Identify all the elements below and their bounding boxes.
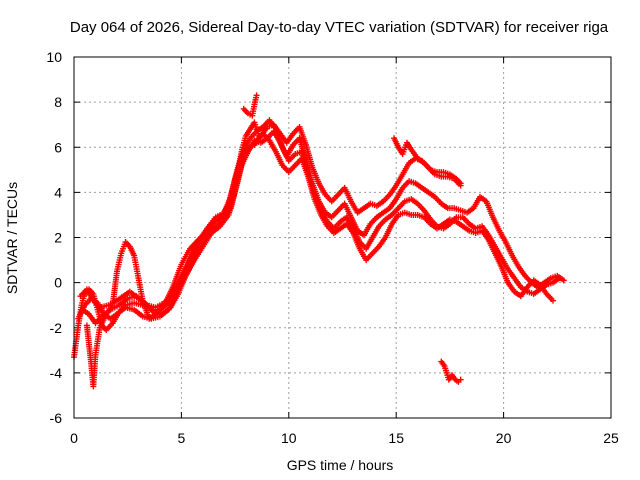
series-track-1 bbox=[71, 121, 464, 361]
x-tick-label: 25 bbox=[603, 430, 619, 446]
data-point bbox=[560, 277, 567, 284]
y-tick-labels: -6 -4 -2 0 2 4 6 8 10 bbox=[46, 49, 62, 426]
data-point bbox=[457, 180, 464, 187]
series-track-2 bbox=[75, 128, 567, 322]
plot-frame bbox=[73, 56, 612, 419]
x-tick-labels: 0 5 10 15 20 25 bbox=[70, 430, 619, 446]
y-tick-label: -4 bbox=[50, 365, 63, 381]
y-tick-label: 0 bbox=[54, 275, 62, 291]
data-point bbox=[457, 376, 464, 383]
data-marks bbox=[71, 92, 567, 390]
y-axis-label: SDTVAR / TECUs bbox=[4, 182, 20, 294]
x-axis-label: GPS time / hours bbox=[287, 457, 394, 473]
x-tick-label: 5 bbox=[178, 430, 186, 446]
data-point bbox=[255, 132, 262, 139]
y-tick-label: 2 bbox=[54, 230, 62, 246]
y-tick-label: 10 bbox=[46, 49, 62, 65]
y-tick-label: -2 bbox=[50, 320, 63, 336]
y-tick-label: 8 bbox=[54, 94, 62, 110]
x-tick-label: 15 bbox=[388, 430, 404, 446]
data-point bbox=[253, 92, 260, 99]
chart-title: Day 064 of 2026, Sidereal Day-to-day VTE… bbox=[70, 19, 609, 36]
data-point bbox=[556, 275, 563, 282]
y-tick-label: 4 bbox=[54, 184, 62, 200]
y-tick-label: 6 bbox=[54, 139, 62, 155]
x-tick-label: 10 bbox=[281, 430, 297, 446]
series-track-7 bbox=[438, 358, 464, 385]
grid bbox=[74, 57, 611, 418]
series-track-6 bbox=[240, 92, 464, 187]
series-track-4 bbox=[79, 130, 557, 327]
x-tick-label: 0 bbox=[70, 430, 78, 446]
data-point bbox=[550, 297, 557, 304]
x-tick-label: 20 bbox=[496, 430, 512, 446]
series-track-5 bbox=[83, 119, 262, 390]
y-tick-label: -6 bbox=[50, 410, 63, 426]
